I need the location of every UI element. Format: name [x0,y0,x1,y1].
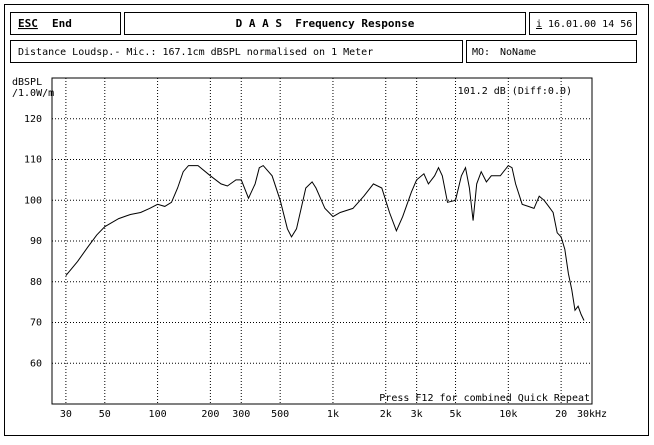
plot-frame [51,77,593,405]
distance-text: Distance Loudsp.- Mic.: 167.1cm dBSPL no… [18,47,373,58]
window-frame [4,4,649,436]
x-tick-label: 2k [380,409,392,420]
x-tick-label: 500 [271,409,289,420]
esc-box[interactable] [10,12,121,35]
x-tick-label: 5k [450,409,462,420]
window-title: D A A S Frequency Response [236,17,415,30]
annotation: 101.2 dB (Diff:0.0) [458,86,572,97]
y-tick-label: 80 [30,277,42,288]
x-tick-label: 1k [327,409,339,420]
y-tick-label: 110 [24,155,42,166]
mo-box [466,40,637,63]
y-tick-label: 70 [30,318,42,329]
x-tick-label: 100 [149,409,167,420]
x-tick-label: 200 [201,409,219,420]
y-tick-label: 120 [24,114,42,125]
x-tick-label: 20 [555,409,567,420]
y-tick-label: 60 [30,358,42,369]
y-axis-label: dBSPL [12,77,42,88]
x-tick-label: 10k [499,409,517,420]
x-tick-label: 30 [60,409,72,420]
info-box[interactable] [529,12,637,35]
mo-label: MO: [472,47,490,58]
y-axis-label: /1.0W/m [12,88,54,99]
x-tick-label: 30kHz [577,409,607,420]
info-key[interactable]: i [536,19,542,30]
end-label[interactable]: End [52,17,72,30]
title-box [124,12,526,35]
response-curve [65,164,585,321]
x-tick-label: 50 [99,409,111,420]
x-tick-label: 3k [411,409,423,420]
esc-key[interactable]: ESC [18,17,38,30]
y-tick-label: 90 [30,236,42,247]
mo-name: NoName [500,47,536,58]
y-tick-label: 100 [24,195,42,206]
footer-note: Press F12 for combined Quick Repeat [379,393,590,404]
datetime: 16.01.00 14 56 [548,19,632,30]
x-tick-label: 300 [232,409,250,420]
distance-box [10,40,463,63]
